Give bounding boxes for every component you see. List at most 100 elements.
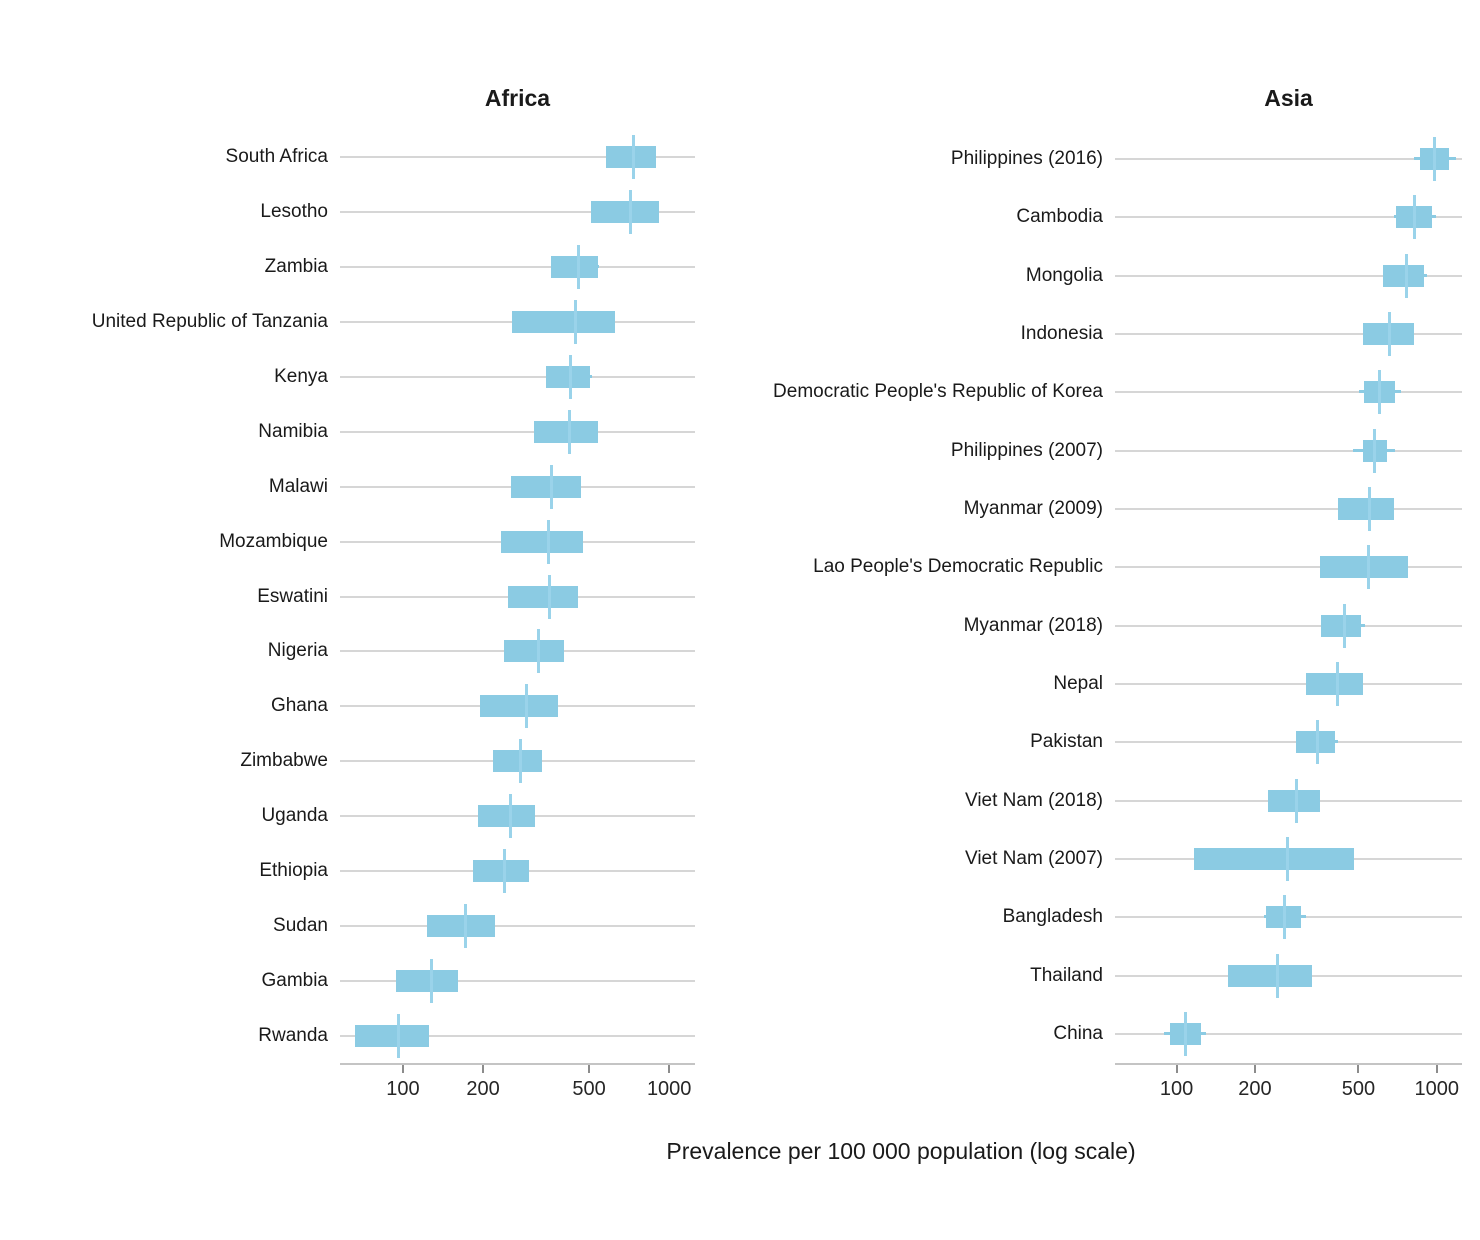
x-axis-tick-label: 1000 [1414, 1078, 1460, 1100]
gridline [340, 156, 695, 159]
x-axis-line [1115, 1063, 1462, 1065]
row-label: Zambia [264, 256, 328, 278]
x-axis-tick-mark [401, 1065, 404, 1073]
gridline [1115, 216, 1462, 219]
gridline [340, 979, 695, 982]
x-axis-tick-mark [668, 1065, 671, 1073]
point-estimate-tick [568, 409, 572, 454]
row-label: Ghana [270, 695, 328, 717]
x-axis-tick-label: 200 [466, 1078, 500, 1100]
x-axis-tick-mark [1175, 1065, 1178, 1073]
row-label: Indonesia [1020, 323, 1103, 345]
uncertainty-interval-box [1295, 731, 1336, 754]
row-label: Bangladesh [1002, 906, 1103, 928]
x-axis-tick-mark [482, 1065, 485, 1073]
uncertainty-interval-box [606, 146, 657, 169]
row-label: Cambodia [1016, 206, 1103, 228]
point-estimate-tick [524, 684, 528, 729]
uncertainty-interval-box [1319, 556, 1408, 579]
gridline [1115, 274, 1462, 277]
point-estimate-tick [508, 794, 512, 839]
row-label: Ethiopia [259, 859, 328, 881]
panel-title-asia: Asia [1264, 85, 1313, 111]
gridline [340, 430, 695, 433]
gridline [1115, 333, 1462, 336]
uncertainty-interval-box [1383, 264, 1425, 287]
point-estimate-tick [1285, 836, 1289, 881]
point-estimate-tick [1183, 1011, 1187, 1056]
gridline [340, 211, 695, 214]
x-axis-title: Prevalence per 100 000 population (log s… [666, 1138, 1136, 1164]
row-label: South Africa [225, 146, 328, 168]
point-estimate-tick [1315, 720, 1319, 765]
row-label: Nepal [1053, 672, 1103, 694]
row-label: Rwanda [258, 1024, 328, 1046]
gridline [1115, 1032, 1462, 1035]
point-estimate-tick [1367, 487, 1371, 532]
gridline [1115, 391, 1462, 394]
point-estimate-tick [1413, 195, 1417, 240]
point-estimate-tick [547, 574, 551, 619]
gridline [1115, 682, 1462, 685]
uncertainty-interval-box [395, 969, 459, 992]
row-label: Viet Nam (2007) [965, 847, 1103, 869]
uncertainty-interval-box [472, 859, 529, 882]
x-axis-tick-mark [1253, 1065, 1256, 1073]
point-estimate-tick [1342, 603, 1346, 648]
x-axis-tick-mark [1435, 1065, 1438, 1073]
row-label: China [1053, 1022, 1103, 1044]
gridline [1115, 741, 1462, 744]
uncertainty-interval-box [1268, 789, 1321, 812]
point-estimate-tick [396, 1013, 400, 1058]
point-estimate-tick [632, 135, 636, 180]
uncertainty-interval-box [533, 420, 598, 443]
point-estimate-tick [1366, 545, 1370, 590]
point-estimate-tick [430, 958, 434, 1003]
uncertainty-interval-box [504, 640, 564, 663]
point-estimate-tick [1388, 312, 1392, 357]
point-estimate-tick [573, 300, 577, 345]
uncertainty-interval-box [545, 365, 590, 388]
x-axis-tick-label: 1000 [646, 1078, 692, 1100]
uncertainty-interval-box [478, 805, 535, 828]
row-label: Nigeria [267, 640, 328, 662]
point-estimate-tick [1283, 895, 1287, 940]
point-estimate-tick [569, 354, 573, 399]
row-label: Philippines (2016) [950, 148, 1103, 170]
row-label: Mongolia [1025, 264, 1103, 286]
uncertainty-interval-box [493, 750, 543, 773]
row-label: Lesotho [260, 201, 328, 223]
row-label: United Republic of Tanzania [91, 311, 328, 333]
row-label: Viet Nam (2018) [965, 789, 1103, 811]
row-label: Gambia [261, 969, 328, 991]
point-estimate-tick [1336, 661, 1340, 706]
point-estimate-tick [502, 848, 506, 893]
x-axis-tick-label: 100 [386, 1078, 420, 1100]
uncertainty-interval-box [507, 585, 579, 608]
point-estimate-tick [1275, 953, 1279, 998]
gridline [340, 375, 695, 378]
row-label: Kenya [274, 365, 328, 387]
uncertainty-interval-box [426, 914, 496, 937]
row-label: Myanmar (2009) [963, 498, 1103, 520]
uncertainty-interval-box [511, 475, 581, 498]
point-estimate-tick [1295, 778, 1299, 823]
gridline [1115, 508, 1462, 511]
gridline [1115, 624, 1462, 627]
gridline [340, 924, 695, 927]
uncertainty-interval-box [480, 695, 559, 718]
uncertainty-interval-box [1321, 614, 1362, 637]
point-estimate-tick [464, 903, 468, 948]
row-label: Zimbabwe [240, 750, 328, 772]
row-label: Uganda [261, 805, 328, 827]
gridline [1115, 449, 1462, 452]
uncertainty-interval-box [551, 256, 598, 279]
x-axis-tick-label: 100 [1159, 1078, 1194, 1100]
uncertainty-interval-box [354, 1024, 429, 1047]
row-label: Mozambique [219, 530, 328, 552]
uncertainty-interval-box [1306, 672, 1363, 695]
uncertainty-interval-box [1338, 498, 1395, 521]
panel-title-africa: Africa [484, 85, 551, 111]
x-axis-tick-label: 500 [1341, 1078, 1376, 1100]
